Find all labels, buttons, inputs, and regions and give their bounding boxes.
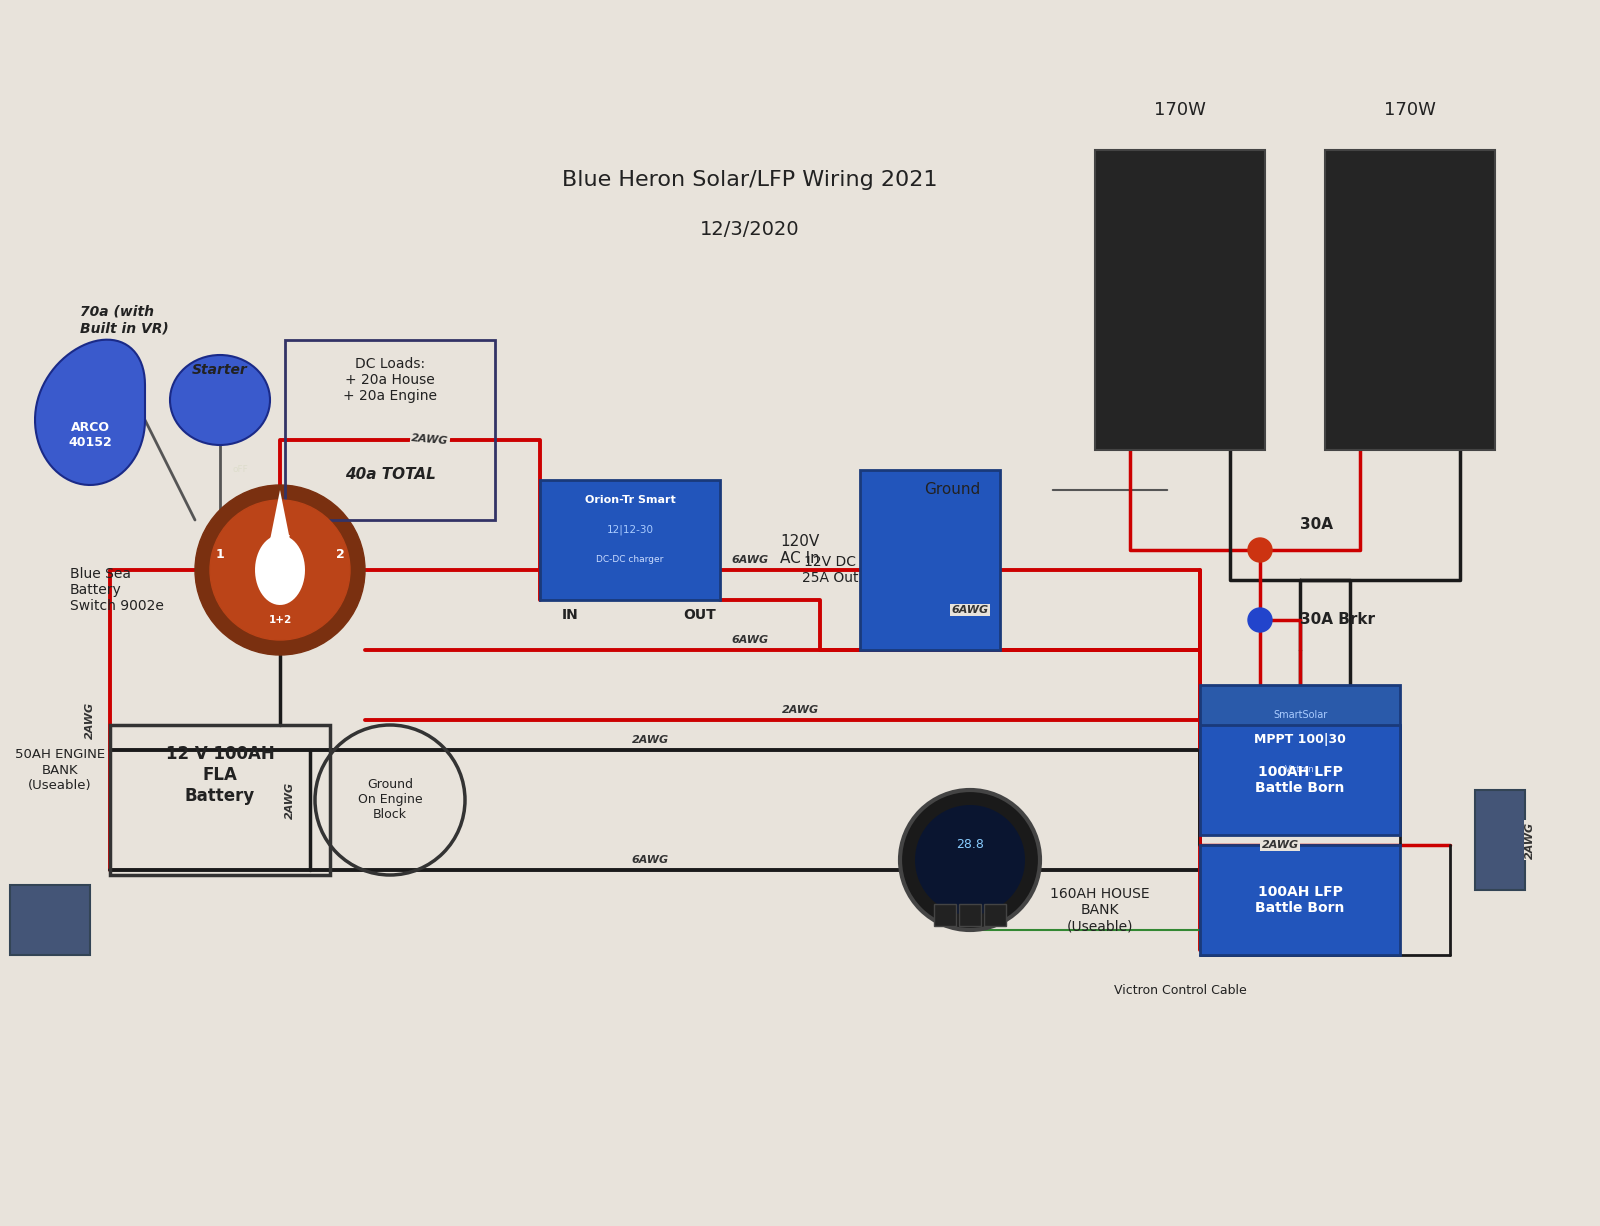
Text: 170W: 170W <box>1154 101 1206 119</box>
Text: Ground: Ground <box>923 483 979 498</box>
FancyBboxPatch shape <box>1325 150 1494 450</box>
Text: Ground
On Engine
Block: Ground On Engine Block <box>358 779 422 821</box>
Text: 100AH LFP
Battle Born: 100AH LFP Battle Born <box>1256 765 1344 796</box>
Circle shape <box>195 485 365 655</box>
Text: 1: 1 <box>216 548 224 562</box>
Text: DC Loads:
+ 20a House
+ 20a Engine: DC Loads: + 20a House + 20a Engine <box>342 357 437 403</box>
Text: MPPT 100|30: MPPT 100|30 <box>1254 733 1346 747</box>
FancyBboxPatch shape <box>1200 725 1400 835</box>
Text: 12/3/2020: 12/3/2020 <box>701 221 800 239</box>
Text: 2AWG: 2AWG <box>285 781 294 819</box>
FancyBboxPatch shape <box>1200 845 1400 955</box>
Circle shape <box>899 790 1040 931</box>
Text: Starter: Starter <box>192 363 248 378</box>
Text: 2AWG: 2AWG <box>411 434 450 446</box>
FancyBboxPatch shape <box>958 904 981 926</box>
Text: 6AWG: 6AWG <box>632 855 669 866</box>
Text: 30A: 30A <box>1299 517 1333 532</box>
Text: 50AH ENGINE
BANK
(Useable): 50AH ENGINE BANK (Useable) <box>14 749 106 792</box>
Text: 2AWG: 2AWG <box>1261 840 1299 850</box>
FancyBboxPatch shape <box>934 904 957 926</box>
Text: ARCO
40152: ARCO 40152 <box>69 421 112 449</box>
Text: 2AWG: 2AWG <box>632 736 669 745</box>
Text: DC-DC charger: DC-DC charger <box>597 555 664 564</box>
Text: 100AH LFP
Battle Born: 100AH LFP Battle Born <box>1256 885 1344 915</box>
Circle shape <box>1248 608 1272 631</box>
Text: 12|12-30: 12|12-30 <box>606 525 653 536</box>
Ellipse shape <box>170 356 270 445</box>
Text: 120V
AC In: 120V AC In <box>781 533 819 566</box>
FancyBboxPatch shape <box>10 885 90 955</box>
Text: 2: 2 <box>336 548 344 562</box>
Polygon shape <box>270 490 290 539</box>
Text: 1+2: 1+2 <box>269 615 291 625</box>
Text: 160AH HOUSE
BANK
(Useable): 160AH HOUSE BANK (Useable) <box>1050 886 1150 933</box>
Text: 2AWG: 2AWG <box>85 701 94 738</box>
Text: 12 V 100AH
FLA
Battery: 12 V 100AH FLA Battery <box>166 745 274 804</box>
Circle shape <box>210 500 350 640</box>
Text: 170W: 170W <box>1384 101 1435 119</box>
FancyBboxPatch shape <box>984 904 1006 926</box>
Text: Orion-Tr Smart: Orion-Tr Smart <box>584 495 675 505</box>
Text: Victron: Victron <box>1285 765 1315 775</box>
Text: 28.8: 28.8 <box>957 839 984 852</box>
Text: 6AWG: 6AWG <box>952 604 989 615</box>
FancyBboxPatch shape <box>861 470 1000 650</box>
FancyBboxPatch shape <box>1094 150 1266 450</box>
Polygon shape <box>35 340 146 485</box>
Text: Blue Sea
Battery
Switch 9002e: Blue Sea Battery Switch 9002e <box>70 566 163 613</box>
Text: Victron Control Cable: Victron Control Cable <box>1114 983 1246 997</box>
Circle shape <box>1248 538 1272 562</box>
Circle shape <box>915 805 1026 915</box>
Text: Blue Heron Solar/LFP Wiring 2021: Blue Heron Solar/LFP Wiring 2021 <box>562 170 938 190</box>
Text: IN: IN <box>562 608 578 622</box>
Text: OFF: OFF <box>269 535 291 546</box>
Text: OUT: OUT <box>683 608 717 622</box>
Text: 12V DC
25A Out: 12V DC 25A Out <box>802 555 858 585</box>
Text: 2AWG: 2AWG <box>1525 821 1534 858</box>
Text: oFF: oFF <box>232 466 248 474</box>
Polygon shape <box>254 535 306 604</box>
Text: 40a TOTAL: 40a TOTAL <box>344 467 435 483</box>
Text: 70a (with
Built in VR): 70a (with Built in VR) <box>80 305 168 335</box>
Text: 2AWG: 2AWG <box>781 705 819 715</box>
FancyBboxPatch shape <box>541 481 720 600</box>
FancyBboxPatch shape <box>1475 790 1525 890</box>
Text: 6AWG: 6AWG <box>731 635 768 645</box>
Text: 6AWG: 6AWG <box>731 555 768 565</box>
Text: SmartSolar: SmartSolar <box>1274 710 1326 720</box>
FancyBboxPatch shape <box>1200 685 1400 794</box>
Text: 30A Brkr: 30A Brkr <box>1299 613 1374 628</box>
